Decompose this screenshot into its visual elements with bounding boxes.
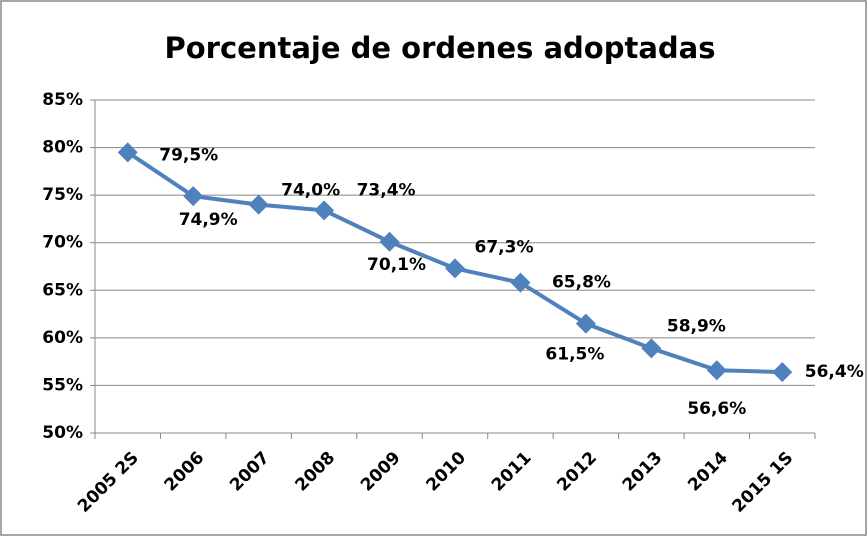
data-marker [772, 362, 793, 383]
y-tick-label: 60% [42, 328, 83, 348]
data-label: 70,1% [367, 255, 426, 275]
data-label: 61,5% [545, 345, 604, 365]
y-tick-label: 50% [42, 423, 83, 443]
y-tick-label: 85% [42, 90, 83, 110]
y-tick-label: 65% [42, 280, 83, 300]
data-marker [575, 313, 596, 334]
data-marker [183, 186, 204, 207]
data-marker [248, 194, 269, 215]
data-label: 74,9% [179, 210, 238, 230]
y-tick-label: 75% [42, 185, 83, 205]
data-label: 65,8% [552, 273, 611, 293]
data-label: 74,0% [281, 181, 340, 201]
data-label: 79,5% [159, 145, 218, 165]
data-label: 58,9% [667, 316, 726, 336]
y-tick-label: 80% [42, 138, 83, 158]
data-marker [641, 338, 662, 359]
data-marker [445, 258, 465, 279]
data-marker [510, 272, 531, 293]
data-marker [117, 142, 138, 163]
data-label: 67,3% [475, 237, 534, 257]
chart-title: Porcentaje de ordenes adoptadas [165, 31, 716, 65]
y-tick-label: 70% [42, 233, 83, 253]
y-tick-label: 55% [42, 375, 83, 395]
data-marker [706, 360, 727, 381]
data-marker [379, 231, 400, 252]
data-label: 56,4% [805, 362, 864, 382]
data-marker [314, 200, 335, 221]
data-label: 73,4% [357, 180, 416, 200]
data-label: 56,6% [687, 399, 746, 419]
